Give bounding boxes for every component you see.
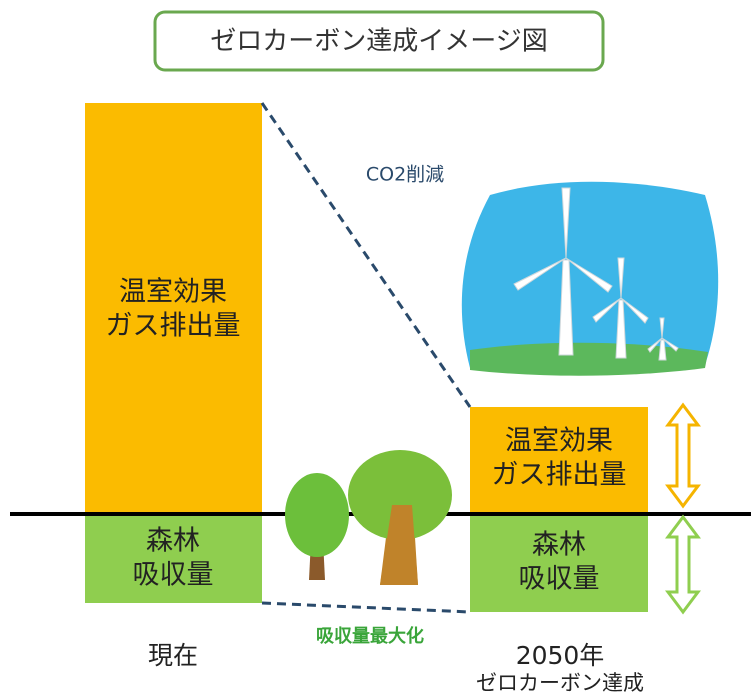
co2-label: CO2削減 [366,164,444,186]
x-label: 現在 [148,641,198,670]
current-absorption-label: 吸収量 [133,560,214,591]
tree-illustration [285,450,452,585]
diagram: ゼロカーボン達成イメージ図 温室効果 ガス排出量 森林 吸収量 温室効果 ガス排… [0,0,751,693]
future-emission-label: 温室効果 [505,426,613,457]
absorb-label: 吸収量最大化 [316,625,424,647]
x-label: 2050年 [516,641,605,670]
current-emission-bar [85,103,262,514]
future-emission-label: ガス排出量 [492,460,627,491]
windmill-illustration [462,182,718,376]
future-absorption-label: 森林 [532,530,586,561]
absorption-line [262,603,470,612]
reduction-line [262,103,470,407]
x-label: ゼロカーボン達成 [476,671,644,693]
title: ゼロカーボン達成イメージ図 [210,27,547,57]
current-emission-label: ガス排出量 [106,311,241,342]
arrow [668,517,698,612]
current-emission-label: 温室効果 [119,277,227,308]
arrow [668,405,698,506]
current-absorption-label: 森林 [146,526,200,557]
future-absorption-label: 吸収量 [519,564,600,595]
